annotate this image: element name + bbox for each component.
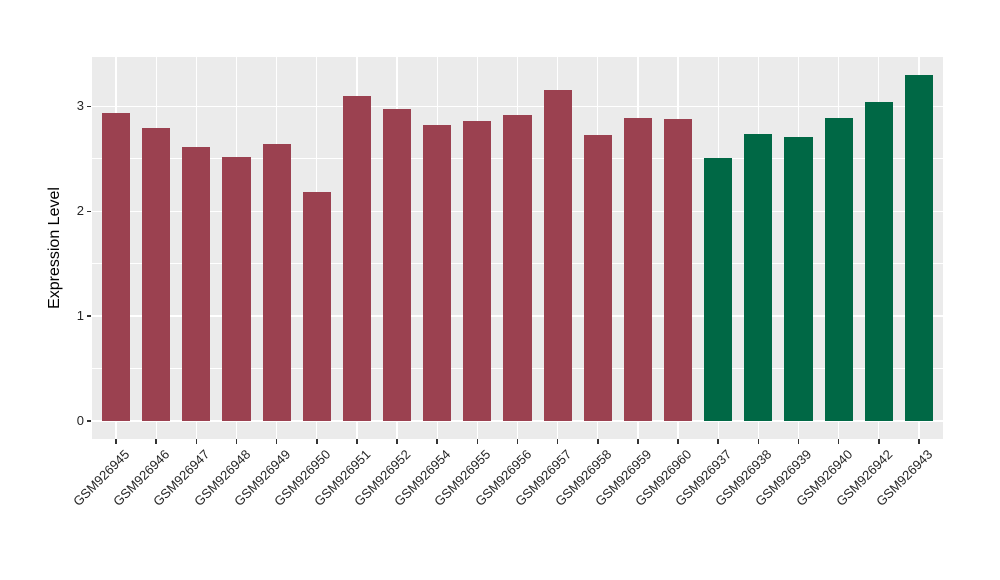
y-tick-label: 1 bbox=[76, 308, 84, 324]
bar-GSM926949 bbox=[262, 144, 291, 422]
x-axis-tick bbox=[275, 439, 278, 444]
x-axis-tick bbox=[155, 439, 157, 444]
bar-GSM926948 bbox=[222, 156, 251, 422]
x-axis-tick bbox=[597, 439, 599, 444]
bar-GSM926947 bbox=[182, 147, 211, 422]
bar-GSM926938 bbox=[744, 133, 773, 422]
x-axis-tick bbox=[637, 439, 639, 444]
y-tick-label: 3 bbox=[76, 98, 84, 114]
bar-GSM926943 bbox=[904, 74, 933, 422]
bar-GSM926942 bbox=[864, 102, 893, 422]
x-axis-tick bbox=[476, 439, 479, 444]
bar-GSM926960 bbox=[664, 118, 693, 422]
bar-GSM926950 bbox=[302, 192, 331, 422]
x-axis-tick bbox=[757, 439, 760, 444]
x-axis-tick bbox=[918, 439, 920, 444]
x-axis-tick bbox=[556, 439, 559, 444]
x-axis-tick bbox=[878, 439, 880, 444]
bar-GSM926958 bbox=[583, 134, 612, 422]
bar-GSM926957 bbox=[543, 89, 572, 422]
x-axis-tick bbox=[516, 439, 519, 444]
y-axis-tick bbox=[86, 105, 91, 108]
bar-GSM926940 bbox=[824, 117, 853, 422]
y-tick-label: 2 bbox=[76, 203, 84, 219]
bar-GSM926946 bbox=[142, 128, 171, 422]
bar-GSM926937 bbox=[704, 157, 733, 422]
bar-GSM926939 bbox=[784, 136, 813, 422]
x-axis-tick bbox=[797, 439, 800, 444]
y-tick-label: 0 bbox=[76, 413, 84, 429]
x-axis-tick bbox=[837, 439, 840, 444]
x-axis-tick bbox=[677, 439, 679, 444]
x-axis-tick bbox=[235, 439, 238, 444]
bar-GSM926955 bbox=[463, 121, 492, 422]
x-axis-tick bbox=[356, 439, 358, 444]
x-axis-tick bbox=[195, 439, 198, 444]
bar-GSM926945 bbox=[102, 112, 131, 422]
y-axis-tick bbox=[86, 420, 91, 422]
bar-GSM926952 bbox=[383, 109, 412, 422]
bar-GSM926959 bbox=[623, 117, 652, 422]
bar-GSM926956 bbox=[503, 114, 532, 422]
plot-panel bbox=[92, 57, 943, 439]
y-axis-tick bbox=[86, 315, 91, 317]
y-axis-tick bbox=[86, 210, 91, 213]
x-axis-tick bbox=[396, 439, 398, 444]
x-axis-tick bbox=[115, 439, 117, 444]
x-axis-tick bbox=[436, 439, 438, 444]
bar-GSM926954 bbox=[423, 125, 452, 422]
x-axis-tick bbox=[717, 439, 719, 444]
bar-GSM926951 bbox=[342, 95, 371, 422]
x-axis-tick bbox=[316, 439, 318, 444]
